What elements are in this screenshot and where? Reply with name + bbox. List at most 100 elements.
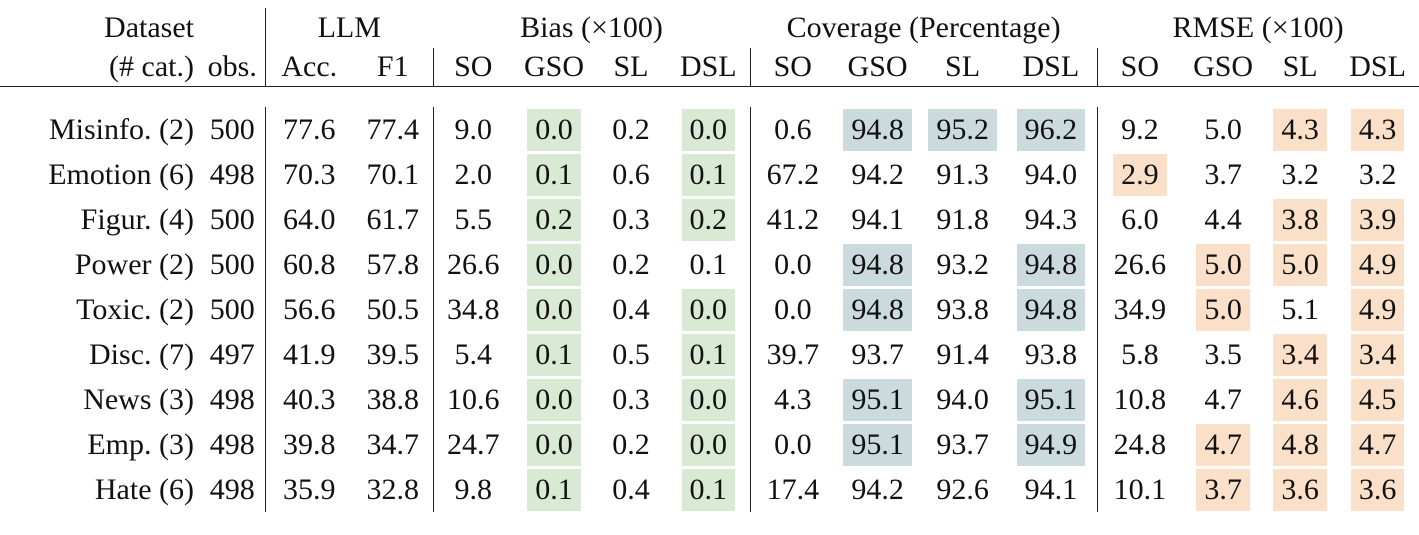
header: DSL bbox=[1336, 48, 1419, 87]
cell: 0.1 bbox=[513, 467, 595, 512]
highlighted-value: 4.8 bbox=[1273, 423, 1327, 466]
highlighted-value: 4.3 bbox=[1273, 108, 1327, 151]
row: Power (2) 500 60.8 57.8 26.6 0.0 0.2 0.1 0.0 94.8… bbox=[0, 242, 1419, 287]
highlighted-value: 4.6 bbox=[1273, 378, 1327, 421]
cell: 91.4 bbox=[936, 337, 989, 371]
cell: 34.7 bbox=[366, 427, 420, 461]
cell: 0.3 bbox=[612, 202, 650, 236]
group-header: Bias (×100) bbox=[520, 11, 663, 44]
highlighted-value: 95.1 bbox=[843, 423, 912, 466]
highlighted-value: 3.9 bbox=[1350, 198, 1405, 241]
cell: 4.9 bbox=[1336, 242, 1419, 287]
highlighted-value: 95.1 bbox=[843, 378, 912, 421]
cell: 94.9 bbox=[1005, 422, 1097, 467]
row: Disc. (7) 497 41.9 39.5 5.4 0.1 0.5 0.1 39.7 93.7… bbox=[0, 332, 1419, 377]
dataset-name: Hate (6) bbox=[94, 472, 194, 506]
cell: 94.8 bbox=[835, 242, 920, 287]
cell: 94.8 bbox=[1005, 287, 1097, 332]
results-table: Dataset LLM Bias (×100) Coverage (Percen… bbox=[0, 8, 1419, 512]
cell: 0.6 bbox=[749, 107, 836, 152]
cell: 94.8 bbox=[835, 287, 920, 332]
cell: 0.0 bbox=[667, 107, 750, 152]
cell: 0.1 bbox=[667, 152, 750, 197]
dataset-name: Misinfo. (2) bbox=[49, 112, 194, 146]
cell: 0.0 bbox=[749, 422, 836, 467]
cell: 3.8 bbox=[1264, 197, 1336, 242]
cell: 34.8 bbox=[432, 287, 514, 332]
highlighted-value: 3.6 bbox=[1273, 468, 1327, 511]
cell: 4.4 bbox=[1204, 202, 1242, 236]
highlighted-value: 5.0 bbox=[1273, 243, 1327, 286]
cell: 26.6 bbox=[432, 242, 514, 287]
header: DSL bbox=[1005, 48, 1098, 87]
dataset-name: Power (2) bbox=[74, 247, 194, 281]
highlighted-value: 0.1 bbox=[527, 468, 581, 511]
highlighted-value: 5.0 bbox=[1196, 288, 1250, 331]
row: Figur. (4) 500 64.0 61.7 5.5 0.2 0.3 0.2 41.2 94.… bbox=[0, 197, 1419, 242]
cell: 0.6 bbox=[612, 157, 650, 191]
row: Toxic. (2) 500 56.6 50.5 34.8 0.0 0.4 0.0 0.0 94.… bbox=[0, 287, 1419, 332]
cell: 26.6 bbox=[1096, 242, 1183, 287]
cell: 10.8 bbox=[1096, 377, 1183, 422]
cell: 5.0 bbox=[1204, 112, 1242, 146]
cell: 4.8 bbox=[1264, 422, 1336, 467]
highlighted-value: 96.2 bbox=[1016, 108, 1086, 151]
cell: 94.0 bbox=[936, 382, 989, 416]
highlighted-value: 95.1 bbox=[1016, 378, 1086, 421]
highlighted-value: 94.8 bbox=[1016, 288, 1086, 331]
cell: 91.8 bbox=[936, 202, 989, 236]
cell: 35.9 bbox=[264, 467, 353, 512]
row: Emp. (3) 498 39.8 34.7 24.7 0.0 0.2 0.0 0.0 95.1 9… bbox=[0, 422, 1419, 467]
highlighted-value: 4.7 bbox=[1350, 423, 1405, 466]
header: GSO bbox=[513, 48, 596, 87]
cell: 77.6 bbox=[264, 107, 353, 152]
highlighted-value: 94.8 bbox=[843, 288, 912, 331]
cell: 5.8 bbox=[1096, 332, 1183, 377]
cell: 4.3 bbox=[1336, 107, 1419, 152]
cell: 9.2 bbox=[1096, 107, 1183, 152]
header: SL bbox=[920, 48, 1006, 87]
row: Misinfo. (2) 500 77.6 77.4 9.0 0.0 0.2 0.0 0.6 94… bbox=[0, 107, 1419, 152]
cell: 498 bbox=[209, 157, 255, 191]
highlighted-value: 4.5 bbox=[1350, 378, 1405, 421]
highlighted-value: 3.8 bbox=[1273, 198, 1327, 241]
header: GSO bbox=[835, 48, 921, 87]
cell: 500 bbox=[209, 292, 255, 326]
cell: 3.4 bbox=[1264, 332, 1336, 377]
dataset-name: Figur. (4) bbox=[80, 202, 194, 236]
cell: 50.5 bbox=[366, 292, 420, 326]
header: SL bbox=[595, 48, 668, 87]
cell: 67.2 bbox=[749, 152, 836, 197]
row: Emotion (6) 498 70.3 70.1 2.0 0.1 0.6 0.1 67.2 94… bbox=[0, 152, 1419, 197]
header: Acc. bbox=[264, 48, 353, 87]
highlighted-value: 3.4 bbox=[1273, 333, 1327, 376]
cell: 5.0 bbox=[1182, 242, 1264, 287]
highlighted-value: 4.3 bbox=[1350, 108, 1405, 151]
cell: 40.3 bbox=[264, 377, 353, 422]
group-header: RMSE (×100) bbox=[1172, 11, 1344, 44]
cell: 94.1 bbox=[851, 202, 904, 236]
dataset-name: Toxic. (2) bbox=[76, 292, 194, 326]
highlighted-value: 0.0 bbox=[681, 378, 736, 421]
dataset-name: News (3) bbox=[83, 382, 194, 416]
group-header: Coverage (Percentage) bbox=[786, 11, 1061, 44]
highlighted-value: 3.6 bbox=[1350, 468, 1405, 511]
cell: 0.0 bbox=[667, 287, 750, 332]
cell: 3.7 bbox=[1204, 157, 1242, 191]
cell: 5.5 bbox=[432, 197, 514, 242]
highlighted-value: 94.8 bbox=[843, 243, 912, 286]
cell: 41.9 bbox=[264, 332, 353, 377]
cell: 93.7 bbox=[851, 337, 904, 371]
cell: 5.0 bbox=[1264, 242, 1336, 287]
cell: 0.1 bbox=[667, 332, 750, 377]
cell: 3.9 bbox=[1336, 197, 1419, 242]
cell: 56.6 bbox=[264, 287, 353, 332]
cell: 34.9 bbox=[1096, 287, 1183, 332]
cell: 0.0 bbox=[513, 242, 595, 287]
cell: 93.8 bbox=[1024, 337, 1078, 371]
cell: 3.4 bbox=[1336, 332, 1419, 377]
header: DSL bbox=[667, 48, 751, 87]
cell: 500 bbox=[209, 202, 255, 236]
highlighted-value: 4.9 bbox=[1350, 243, 1405, 286]
cell: 0.2 bbox=[612, 247, 650, 281]
